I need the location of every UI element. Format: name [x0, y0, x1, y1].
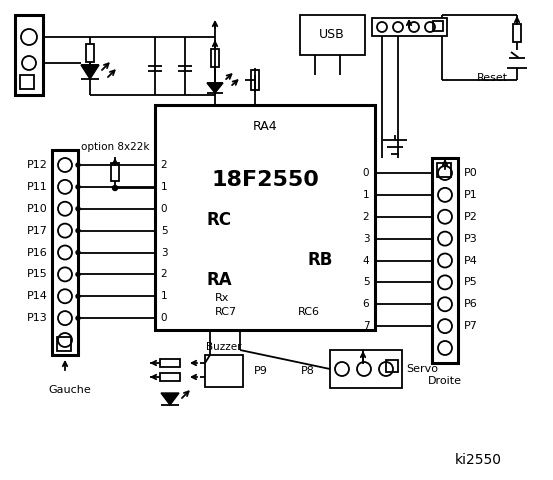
Text: P5: P5	[464, 277, 478, 288]
Text: RC7: RC7	[215, 307, 237, 317]
Bar	[211, 49, 219, 67]
Bar	[20, 75, 34, 89]
Bar	[300, 15, 365, 55]
Bar	[57, 337, 71, 351]
Text: P15: P15	[27, 269, 48, 279]
Text: P10: P10	[27, 204, 48, 214]
Text: P2: P2	[464, 212, 478, 222]
Text: P7: P7	[464, 321, 478, 331]
Bar	[437, 163, 451, 177]
Bar	[251, 70, 259, 90]
Text: 1: 1	[161, 291, 168, 301]
Bar	[205, 355, 243, 387]
Text: RA: RA	[207, 271, 233, 289]
Text: Buzzer: Buzzer	[206, 342, 242, 352]
Circle shape	[76, 294, 80, 298]
Text: P1: P1	[464, 190, 478, 200]
Polygon shape	[161, 393, 179, 405]
Text: 18F2550: 18F2550	[211, 170, 319, 190]
Circle shape	[112, 185, 117, 191]
Bar	[432, 158, 458, 363]
Text: 2: 2	[161, 269, 168, 279]
Text: Gauche: Gauche	[49, 385, 91, 395]
Circle shape	[76, 185, 80, 189]
Text: option 8x22k: option 8x22k	[81, 142, 149, 152]
Text: P16: P16	[27, 248, 48, 257]
Text: RA4: RA4	[253, 120, 277, 133]
Text: Servo: Servo	[406, 364, 438, 374]
Text: 0: 0	[161, 204, 167, 214]
Bar	[15, 15, 43, 95]
Text: Rx: Rx	[215, 293, 229, 303]
Polygon shape	[81, 65, 99, 79]
Polygon shape	[207, 83, 223, 93]
Text: P3: P3	[464, 234, 478, 244]
Text: 3: 3	[363, 234, 369, 244]
Text: P8: P8	[301, 366, 315, 376]
Text: ki2550: ki2550	[455, 453, 502, 467]
Bar	[372, 18, 447, 36]
Text: P0: P0	[464, 168, 478, 178]
Bar	[160, 373, 180, 381]
Text: 5: 5	[363, 277, 369, 288]
Text: 4: 4	[363, 255, 369, 265]
Text: 0: 0	[363, 168, 369, 178]
Text: P6: P6	[464, 299, 478, 309]
Text: 2: 2	[363, 212, 369, 222]
Text: Reset: Reset	[477, 73, 508, 83]
Bar	[86, 44, 94, 62]
Bar	[330, 350, 402, 388]
Text: 7: 7	[363, 321, 369, 331]
Bar	[513, 24, 521, 42]
Circle shape	[76, 207, 80, 211]
Text: P9: P9	[254, 366, 268, 376]
Text: P13: P13	[27, 313, 48, 323]
Text: Droite: Droite	[428, 376, 462, 386]
Text: 1: 1	[161, 182, 168, 192]
Text: RC6: RC6	[298, 307, 320, 317]
Text: 6: 6	[363, 299, 369, 309]
Text: RB: RB	[307, 251, 333, 269]
Text: P4: P4	[464, 255, 478, 265]
Bar	[155, 105, 375, 330]
Circle shape	[76, 272, 80, 276]
Text: USB: USB	[319, 28, 345, 41]
Text: RC: RC	[207, 211, 232, 229]
Bar	[111, 163, 119, 181]
Text: 3: 3	[161, 248, 168, 257]
Text: 0: 0	[161, 313, 167, 323]
Bar	[52, 150, 78, 355]
Text: 1: 1	[363, 190, 369, 200]
Bar	[433, 21, 443, 31]
Text: P14: P14	[27, 291, 48, 301]
Circle shape	[76, 316, 80, 320]
Text: P11: P11	[27, 182, 48, 192]
Circle shape	[76, 251, 80, 254]
Text: P17: P17	[27, 226, 48, 236]
Text: P12: P12	[27, 160, 48, 170]
Text: 5: 5	[161, 226, 168, 236]
Text: 2: 2	[161, 160, 168, 170]
Circle shape	[76, 228, 80, 233]
Bar	[160, 359, 180, 367]
Circle shape	[76, 163, 80, 167]
Bar	[386, 360, 398, 372]
